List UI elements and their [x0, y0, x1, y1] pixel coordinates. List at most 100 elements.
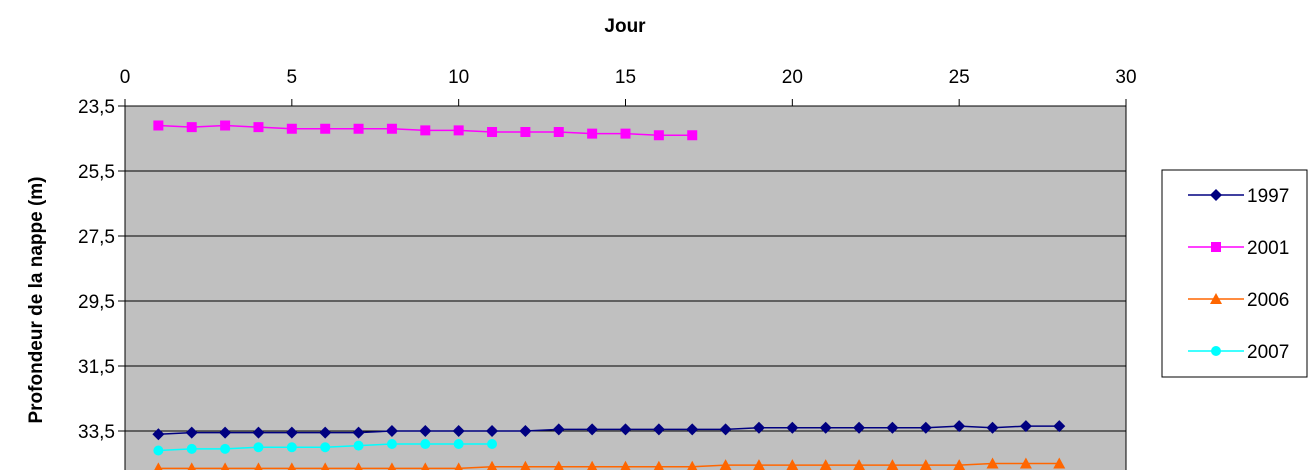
- y-axis-ticks: 23,5 25,5 27,5 29,5 31,5 33,5: [78, 97, 125, 443]
- x-tick-label: 0: [120, 67, 131, 88]
- data-point: [285, 426, 298, 439]
- y-axis-title: Profondeur de la nappe (m): [26, 176, 47, 423]
- legend-marker: [1210, 189, 1222, 201]
- data-point: [253, 122, 264, 133]
- data-point: [719, 423, 732, 436]
- data-point: [819, 459, 832, 470]
- data-point: [385, 425, 398, 437]
- legend: 1997 2001 2006 2007: [1161, 169, 1308, 378]
- data-point: [886, 459, 899, 470]
- data-point: [786, 421, 799, 434]
- x-tick-label: 30: [1115, 67, 1136, 88]
- data-point: [687, 460, 698, 470]
- series-2007: [153, 439, 498, 456]
- data-point: [286, 442, 297, 453]
- data-point: [619, 423, 632, 436]
- data-point: [152, 428, 165, 441]
- series-1997: [152, 420, 1066, 441]
- data-point: [1019, 457, 1032, 469]
- data-point: [353, 440, 364, 451]
- data-point: [752, 421, 765, 434]
- y-tick-label: 31,5: [78, 357, 115, 378]
- legend-marker: [1211, 346, 1221, 356]
- y-tick-label: 33,5: [78, 422, 115, 443]
- legend-item-2007: 2007: [1188, 342, 1289, 363]
- y-tick-label: 23,5: [78, 97, 115, 118]
- x-axis-title: Jour: [604, 16, 646, 37]
- series-line-2006: [158, 462, 1060, 470]
- data-point: [487, 439, 498, 449]
- legend-marker: [1210, 293, 1222, 304]
- x-tick-label: 15: [615, 67, 636, 88]
- series-line-1997: [158, 425, 1060, 435]
- data-point: [220, 443, 231, 454]
- data-point: [287, 462, 296, 470]
- x-tick-label: 20: [782, 67, 803, 88]
- x-tick-label: 25: [949, 67, 970, 88]
- data-point: [553, 460, 564, 470]
- data-point: [1053, 457, 1066, 469]
- data-point: [186, 122, 197, 133]
- data-point: [587, 128, 598, 139]
- data-point: [419, 425, 432, 437]
- legend-label: 2001: [1247, 238, 1289, 259]
- x-tick-label: 5: [287, 67, 298, 88]
- data-point: [853, 459, 865, 470]
- data-point: [686, 423, 699, 436]
- data-point: [354, 462, 363, 470]
- data-point: [986, 457, 999, 469]
- data-point: [153, 445, 164, 456]
- data-point: [487, 127, 498, 137]
- data-point: [352, 426, 365, 439]
- data-point: [453, 439, 464, 449]
- data-point: [919, 459, 932, 470]
- data-point: [387, 462, 397, 470]
- data-point: [953, 420, 966, 433]
- data-point: [819, 421, 832, 434]
- data-point: [153, 120, 164, 131]
- data-point: [320, 442, 331, 453]
- legend-item-2006: 2006: [1188, 290, 1289, 311]
- data-point: [652, 423, 665, 436]
- data-point: [653, 460, 664, 470]
- legend-item-2001: 2001: [1188, 238, 1289, 259]
- data-point: [421, 462, 430, 470]
- data-point: [154, 462, 163, 470]
- data-point: [420, 439, 431, 449]
- data-point: [986, 421, 999, 434]
- data-point: [552, 423, 565, 436]
- data-point: [853, 421, 866, 434]
- data-point: [486, 425, 499, 437]
- data-point: [321, 462, 330, 470]
- y-tick-label: 27,5: [78, 227, 115, 248]
- data-point: [687, 130, 698, 141]
- data-point: [620, 128, 631, 139]
- x-tick-label: 10: [448, 67, 469, 88]
- legend-items: 1997 2001 2006 2007: [1188, 186, 1289, 363]
- series-2006: [154, 457, 1066, 470]
- data-point: [953, 459, 966, 470]
- legend-item-1997: 1997: [1188, 186, 1289, 207]
- data-point: [254, 462, 263, 470]
- data-point: [886, 421, 899, 434]
- data-point: [187, 462, 196, 470]
- data-point: [519, 425, 532, 437]
- data-point: [220, 120, 231, 131]
- data-point: [520, 460, 531, 470]
- series-layer: [152, 120, 1066, 470]
- data-point: [185, 426, 198, 439]
- data-point: [219, 426, 232, 439]
- data-point: [320, 123, 331, 134]
- y-tick-label: 29,5: [78, 292, 115, 313]
- legend-label: 2006: [1247, 290, 1289, 311]
- data-point: [786, 459, 799, 470]
- data-point: [553, 127, 564, 137]
- data-point: [486, 460, 498, 470]
- legend-label: 2007: [1247, 342, 1289, 363]
- data-point: [653, 130, 664, 141]
- data-point: [252, 426, 265, 439]
- x-axis-ticks: 0 5 10 15 20 25 30: [120, 67, 1137, 106]
- data-point: [453, 125, 464, 136]
- data-point: [186, 443, 197, 454]
